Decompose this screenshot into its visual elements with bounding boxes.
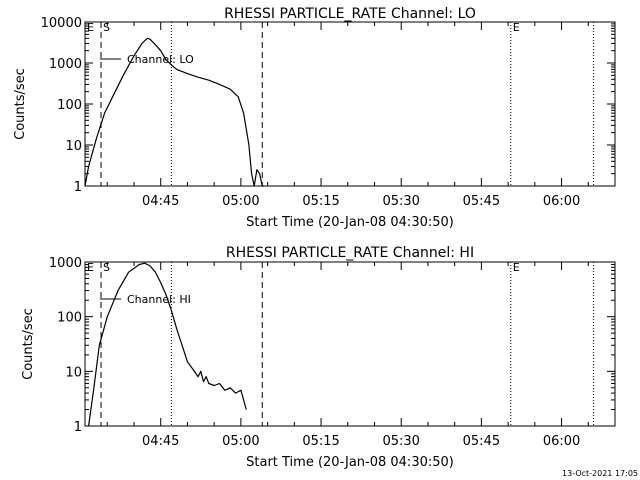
chart-2-y-tick-label: 1000 <box>49 256 82 271</box>
chart-1-x-axis-label: Start Time (20-Jan-08 04:30:50) <box>246 215 454 230</box>
chart-1-y-tick-label: 1 <box>74 180 82 195</box>
chart-1-y-tick-label: 10 <box>65 139 82 154</box>
chart-1-x-tick-label: 05:15 <box>302 194 339 209</box>
chart-1-x-tick-label: 05:45 <box>463 194 500 209</box>
chart-1-y-axis-label: Counts/sec <box>13 68 28 140</box>
chart-2-y-tick-label: 10 <box>65 365 82 380</box>
chart-1-y-tick-label: 1000 <box>49 57 82 72</box>
chart-2-legend-label: Channel: HI <box>127 293 191 306</box>
chart-1-legend-label: Channel: LO <box>127 53 194 66</box>
chart-1-x-tick-label: 05:00 <box>222 194 259 209</box>
chart-2-y-axis-label: Counts/sec <box>21 308 36 380</box>
chart-1-marker-label: E <box>87 21 94 34</box>
chart-1-x-tick-label: 05:30 <box>382 194 419 209</box>
chart-2-title: RHESSI PARTICLE_RATE Channel: HI <box>226 245 474 261</box>
chart-1-title: RHESSI PARTICLE_RATE Channel: LO <box>224 6 476 22</box>
chart-2-x-tick-label: 06:00 <box>543 434 580 449</box>
chart-2-marker-label: E <box>87 261 94 274</box>
chart-2-x-tick-label: 05:30 <box>382 434 419 449</box>
chart-2-y-tick-label: 100 <box>57 311 82 326</box>
chart-2-y-tick-label: 1 <box>74 420 82 435</box>
chart-2-x-tick-label: 04:45 <box>142 434 179 449</box>
footer-timestamp: 13-Oct-2021 17:05 <box>562 469 638 478</box>
chart-1-y-tick-label: 100 <box>57 98 82 113</box>
chart-1-marker-label: E <box>513 21 520 34</box>
chart-1-x-tick-label: 06:00 <box>543 194 580 209</box>
chart-2-marker-label: S <box>103 261 110 274</box>
chart-1-series-line <box>84 37 264 187</box>
chart-2-x-tick-label: 05:45 <box>463 434 500 449</box>
chart-1-y-tick-label: 10000 <box>41 16 82 31</box>
chart-2-x-tick-label: 05:00 <box>222 434 259 449</box>
chart-2-x-tick-label: 05:15 <box>302 434 339 449</box>
chart-2-series-line <box>88 262 247 427</box>
chart-1-marker-label: S <box>103 21 110 34</box>
chart-1-x-tick-label: 04:45 <box>142 194 179 209</box>
chart-2-x-axis-label: Start Time (20-Jan-08 04:30:50) <box>246 455 454 470</box>
chart-2-marker-label: E <box>513 261 520 274</box>
